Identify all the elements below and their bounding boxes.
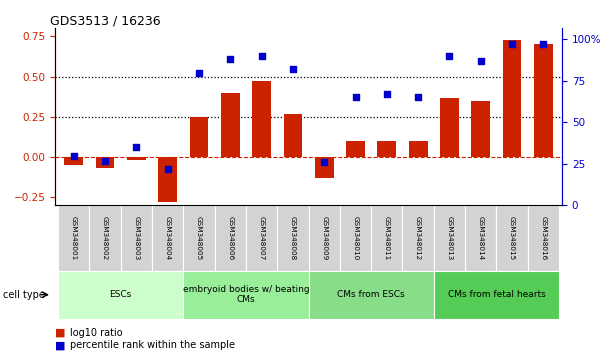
Text: CMs from ESCs: CMs from ESCs: [337, 290, 405, 299]
Bar: [465, 205, 496, 271]
Point: [257, 53, 266, 59]
Bar: [315, 157, 334, 178]
Bar: [183, 205, 214, 271]
Bar: [403, 205, 434, 271]
Point: [538, 41, 548, 47]
Bar: [503, 40, 521, 157]
Point: [225, 57, 235, 62]
Text: GSM348004: GSM348004: [165, 216, 170, 260]
Text: GSM348002: GSM348002: [102, 216, 108, 260]
Text: GSM348003: GSM348003: [133, 216, 139, 260]
Bar: [528, 205, 559, 271]
Bar: [340, 205, 371, 271]
Bar: [434, 271, 559, 319]
Point: [476, 58, 486, 64]
Text: GDS3513 / 16236: GDS3513 / 16236: [50, 14, 161, 27]
Bar: [183, 271, 309, 319]
Text: log10 ratio: log10 ratio: [70, 328, 123, 338]
Point: [100, 158, 110, 163]
Point: [69, 153, 79, 158]
Bar: [440, 97, 459, 157]
Text: GSM348016: GSM348016: [540, 216, 546, 260]
Bar: [64, 157, 83, 165]
Point: [131, 144, 141, 150]
Text: cell type: cell type: [3, 290, 45, 300]
Bar: [121, 205, 152, 271]
Bar: [58, 205, 89, 271]
Point: [351, 95, 360, 100]
Point: [507, 41, 517, 47]
Text: GSM348015: GSM348015: [509, 216, 515, 260]
Bar: [96, 157, 114, 168]
Point: [320, 159, 329, 165]
Text: GSM348010: GSM348010: [353, 216, 359, 260]
Text: GSM348011: GSM348011: [384, 216, 390, 260]
Text: GSM348013: GSM348013: [447, 216, 452, 260]
Bar: [309, 271, 434, 319]
Text: GSM348005: GSM348005: [196, 216, 202, 260]
Text: ESCs: ESCs: [109, 290, 132, 299]
Text: GSM348012: GSM348012: [415, 216, 421, 260]
Bar: [221, 93, 240, 157]
Bar: [214, 205, 246, 271]
Text: percentile rank within the sample: percentile rank within the sample: [70, 341, 235, 350]
Point: [413, 95, 423, 100]
Text: GSM348007: GSM348007: [258, 216, 265, 260]
Bar: [371, 205, 403, 271]
Bar: [284, 114, 302, 157]
Bar: [158, 157, 177, 202]
Bar: [189, 117, 208, 157]
Point: [445, 53, 455, 59]
Bar: [127, 157, 146, 160]
Text: ■: ■: [55, 328, 65, 338]
Point: [288, 67, 298, 72]
Text: embryoid bodies w/ beating
CMs: embryoid bodies w/ beating CMs: [183, 285, 309, 304]
Bar: [434, 205, 465, 271]
Bar: [152, 205, 183, 271]
Bar: [471, 101, 490, 157]
Text: GSM348009: GSM348009: [321, 216, 327, 260]
Bar: [58, 271, 183, 319]
Text: GSM348006: GSM348006: [227, 216, 233, 260]
Bar: [309, 205, 340, 271]
Point: [163, 166, 172, 172]
Text: ■: ■: [55, 341, 65, 350]
Point: [194, 70, 204, 75]
Bar: [89, 205, 121, 271]
Text: CMs from fetal hearts: CMs from fetal hearts: [447, 290, 545, 299]
Bar: [277, 205, 309, 271]
Bar: [496, 205, 528, 271]
Point: [382, 91, 392, 97]
Bar: [252, 81, 271, 157]
Text: GSM348014: GSM348014: [478, 216, 484, 260]
Bar: [246, 205, 277, 271]
Bar: [534, 44, 553, 157]
Bar: [409, 141, 428, 157]
Bar: [346, 141, 365, 157]
Text: GSM348001: GSM348001: [71, 216, 77, 260]
Text: GSM348008: GSM348008: [290, 216, 296, 260]
Bar: [378, 141, 396, 157]
